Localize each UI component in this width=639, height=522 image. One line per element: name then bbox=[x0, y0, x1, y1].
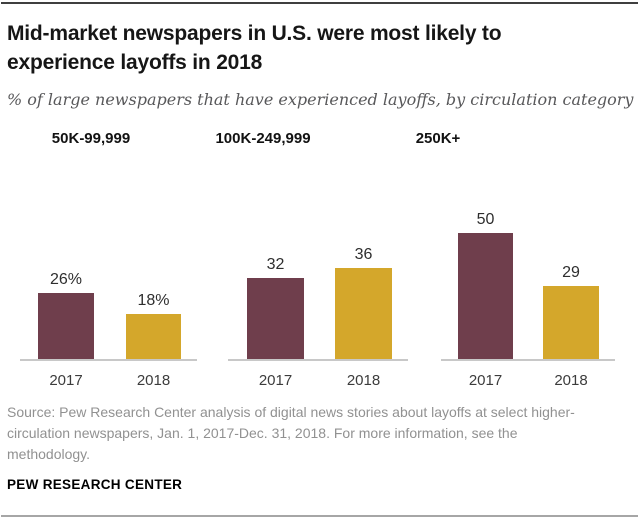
bar-2017 bbox=[458, 233, 513, 359]
year-label: 2018 bbox=[136, 372, 171, 389]
chart-title: Mid-market newspapers in U.S. were most … bbox=[7, 22, 502, 74]
axis-baseline bbox=[20, 359, 197, 361]
year-label: 2017 bbox=[49, 372, 83, 389]
top-rule bbox=[1, 2, 638, 4]
year-label: 2018 bbox=[554, 372, 588, 389]
year-label: 2017 bbox=[468, 372, 503, 389]
bar-2018 bbox=[335, 268, 392, 359]
category-header: 50K-99,999 bbox=[51, 130, 131, 147]
bar-value-label: 50 bbox=[476, 211, 495, 228]
bottom-rule bbox=[1, 515, 638, 517]
bar-value-label: 29 bbox=[562, 264, 580, 281]
axis-baseline bbox=[228, 359, 408, 361]
bar-2017 bbox=[38, 293, 94, 359]
bar-2018 bbox=[543, 286, 599, 359]
bar-value-label: 32 bbox=[266, 256, 285, 273]
bar-2018 bbox=[126, 314, 181, 359]
bar-value-label: 18% bbox=[137, 292, 170, 309]
year-label: 2017 bbox=[258, 372, 293, 389]
category-header: 250K+ bbox=[415, 130, 461, 147]
bar-value-label: 26% bbox=[49, 271, 83, 288]
year-label: 2018 bbox=[346, 372, 381, 389]
axis-baseline bbox=[441, 359, 615, 361]
bar-2017 bbox=[247, 278, 304, 359]
category-header: 100K-249,999 bbox=[215, 130, 311, 147]
chart-subtitle: % of large newspapers that have experien… bbox=[7, 90, 634, 109]
bar-value-label: 36 bbox=[354, 246, 373, 263]
source-note: Source: Pew Research Center analysis of … bbox=[7, 404, 575, 462]
branding-label: PEW RESEARCH CENTER bbox=[7, 477, 183, 492]
